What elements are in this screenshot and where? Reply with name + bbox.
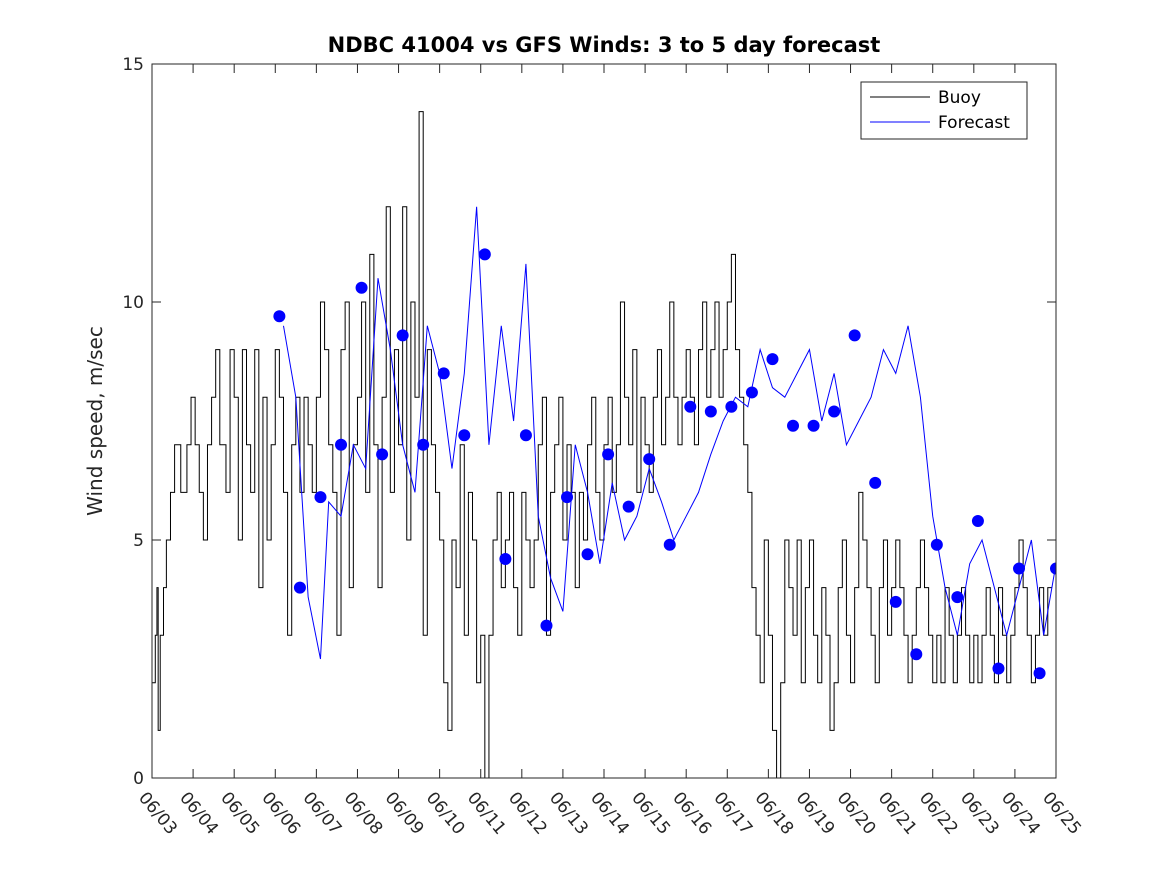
- x-tick-label: 06/20: [833, 788, 880, 838]
- marker-layer: [273, 248, 1056, 680]
- x-tick-label: 06/15: [627, 788, 674, 838]
- x-tick-label: 06/13: [545, 788, 592, 838]
- legend-buoy-label: Buoy: [938, 88, 981, 108]
- y-tick-label: 5: [133, 531, 144, 551]
- x-tick-label: 06/06: [257, 788, 304, 838]
- y-axis: 0 5 10 15: [122, 55, 1056, 789]
- x-tick-label: 06/23: [956, 788, 1003, 838]
- y-tick-label: 10: [122, 293, 144, 313]
- forecast-point-marker: [1050, 562, 1056, 575]
- forecast-point-marker: [848, 329, 861, 342]
- legend-box: [860, 81, 1028, 140]
- forecast-point-marker: [663, 538, 676, 551]
- forecast-point-marker: [745, 386, 758, 399]
- forecast-point-marker: [766, 353, 779, 366]
- forecast-point-marker: [519, 429, 532, 442]
- forecast-point-marker: [581, 548, 594, 561]
- forecast-point-marker: [273, 310, 286, 323]
- forecast-point-marker: [293, 581, 306, 594]
- forecast-point-marker: [458, 429, 471, 442]
- forecast-point-marker: [787, 419, 800, 432]
- forecast-point-marker: [828, 405, 841, 418]
- x-tick-label: 06/25: [1038, 788, 1085, 838]
- y-tick-label: 15: [122, 55, 144, 75]
- x-tick-label: 06/22: [915, 788, 962, 838]
- chart-title: NDBC 41004 vs GFS Winds: 3 to 5 day fore…: [328, 33, 881, 57]
- forecast-point-marker: [561, 491, 574, 504]
- series-layer: [152, 111, 1056, 778]
- y-axis-label: Wind speed, m/sec: [83, 326, 107, 516]
- forecast-point-marker: [417, 438, 430, 451]
- forecast-point-marker: [602, 448, 615, 461]
- x-tick-label: 06/12: [504, 788, 551, 838]
- legend: Buoy Forecast: [860, 81, 1028, 140]
- forecast-point-marker: [951, 591, 964, 604]
- x-tick-label: 06/03: [134, 788, 181, 838]
- forecast-point-marker: [725, 400, 738, 413]
- x-tick-label: 06/09: [381, 788, 428, 838]
- x-tick-label: 06/07: [299, 788, 346, 838]
- x-tick-label: 06/18: [751, 788, 798, 838]
- forecast-point-marker: [807, 419, 820, 432]
- forecast-point-marker: [971, 514, 984, 527]
- forecast-point-marker: [704, 405, 717, 418]
- forecast-point-marker: [1013, 562, 1026, 575]
- forecast-point-marker: [437, 367, 450, 380]
- x-tick-label: 06/05: [216, 788, 263, 838]
- forecast-point-marker: [643, 453, 656, 466]
- forecast-point-marker: [396, 329, 409, 342]
- forecast-point-marker: [992, 662, 1005, 675]
- forecast-point-marker: [478, 248, 491, 261]
- x-tick-label: 06/10: [422, 788, 469, 838]
- forecast-point-marker: [499, 553, 512, 566]
- legend-forecast-label: Forecast: [938, 113, 1010, 133]
- x-tick-label: 06/08: [340, 788, 387, 838]
- x-tick-label: 06/19: [792, 788, 839, 838]
- forecast-point-marker: [684, 400, 697, 413]
- forecast-point-marker: [335, 438, 348, 451]
- x-tick-label: 06/14: [586, 788, 633, 838]
- forecast-point-marker: [869, 476, 882, 489]
- x-tick-label: 06/04: [175, 788, 222, 838]
- forecast-point-marker: [910, 648, 923, 661]
- y-tick-label: 0: [133, 769, 144, 789]
- x-tick-label: 06/24: [997, 788, 1044, 838]
- forecast-point-marker: [540, 619, 553, 632]
- forecast-point-marker: [889, 595, 902, 608]
- forecast-point-marker: [930, 538, 943, 551]
- series-buoy-line: [152, 111, 1052, 778]
- forecast-point-marker: [355, 281, 368, 294]
- plot-area-border: [151, 63, 1057, 779]
- forecast-point-marker: [314, 491, 327, 504]
- x-tick-label: 06/11: [463, 788, 510, 838]
- x-tick-label: 06/17: [709, 788, 756, 838]
- x-tick-label: 06/16: [668, 788, 715, 838]
- forecast-point-marker: [1033, 667, 1046, 680]
- forecast-point-marker: [376, 448, 389, 461]
- x-tick-label: 06/21: [874, 788, 921, 838]
- series-forecast-line: [282, 206, 1056, 660]
- forecast-point-marker: [622, 500, 635, 513]
